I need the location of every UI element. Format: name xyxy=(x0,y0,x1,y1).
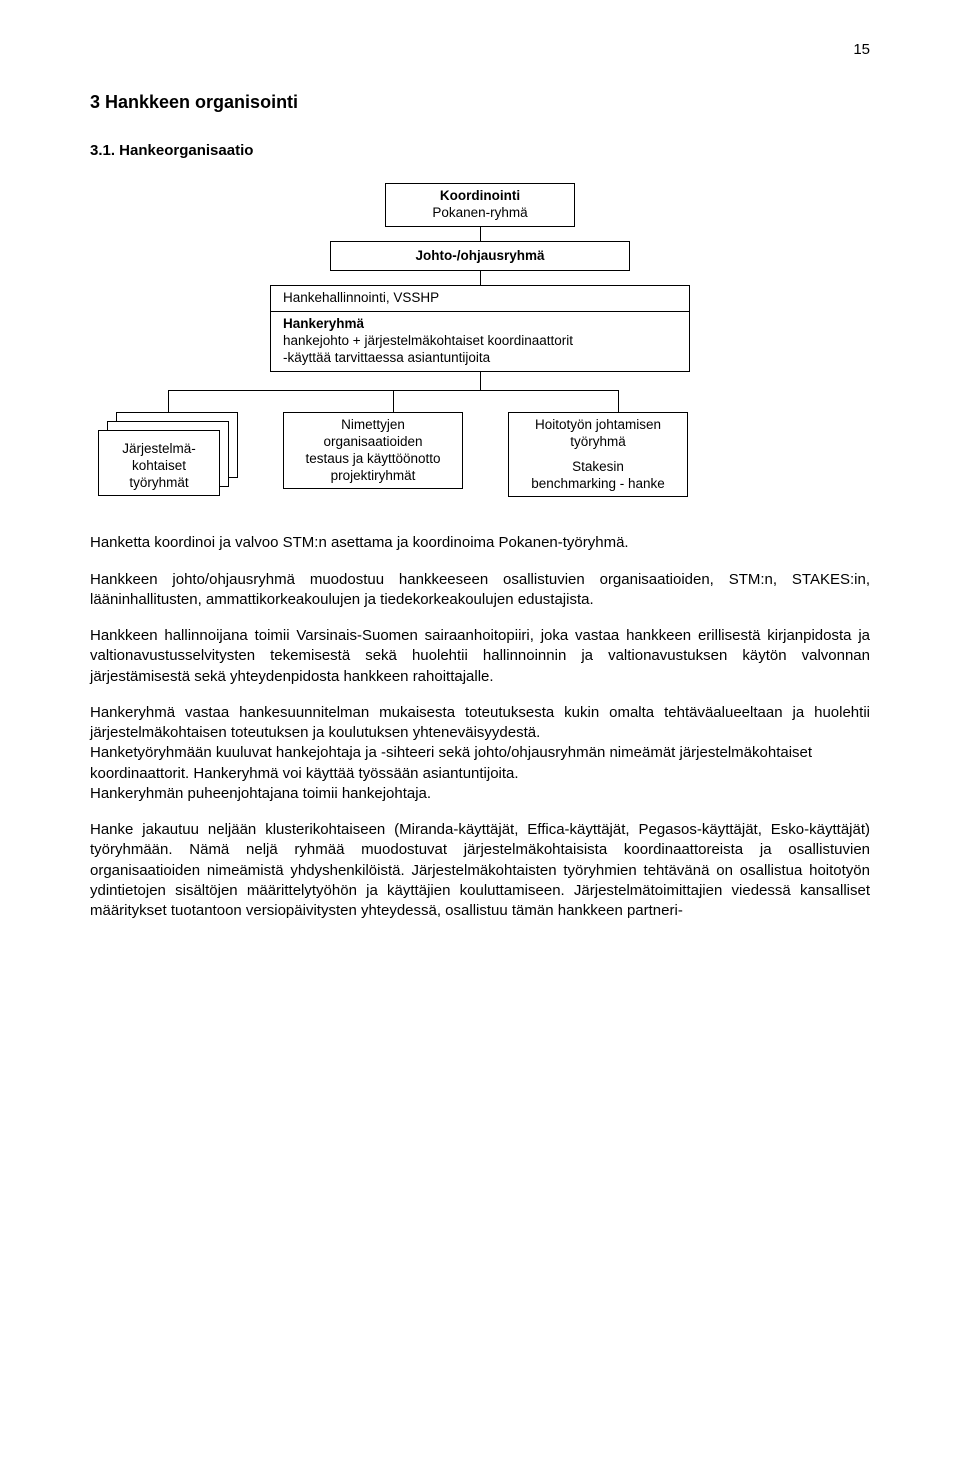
left-l2: kohtaiset xyxy=(105,458,213,475)
heading-main: 3 Hankkeen organisointi xyxy=(90,90,870,114)
box-hankeryhma: Hankeryhmä hankejohto + järjestelmäkohta… xyxy=(270,311,690,372)
para-4b: Hanketyöryhmään kuuluvat hankejohtaja ja… xyxy=(90,743,870,784)
para-2: Hankkeen johto/ohjausryhmä muodostuu han… xyxy=(90,570,870,611)
box-johto: Johto-/ohjausryhmä xyxy=(330,241,630,272)
box-koordinointi: Koordinointi Pokanen-ryhmä xyxy=(385,183,575,227)
box4-title: Hankeryhmä xyxy=(283,316,681,333)
connector xyxy=(480,271,481,285)
connector-hbar xyxy=(98,390,688,412)
mid-l2: organisaatioiden xyxy=(292,434,454,451)
right-l4: benchmarking - hanke xyxy=(517,476,679,493)
box4-line2: -käyttää tarvittaessa asiantuntijoita xyxy=(283,350,681,367)
mid-l3: testaus ja käyttöönotto xyxy=(292,451,454,468)
box-hallinnointi: Hankehallinnointi, VSSHP xyxy=(270,285,690,312)
box1-title: Koordinointi xyxy=(394,188,566,205)
connector xyxy=(480,372,481,390)
para-3: Hankkeen hallinnoijana toimii Varsinais-… xyxy=(90,626,870,687)
para-4a: Hankeryhmä vastaa hankesuunnitelman muka… xyxy=(90,703,870,744)
left-l3: työryhmät xyxy=(105,475,213,492)
box-nimettyjen: Nimettyjen organisaatioiden testaus ja k… xyxy=(283,412,463,490)
para-4c: Hankeryhmän puheenjohtajana toimii hanke… xyxy=(90,784,870,804)
connector xyxy=(480,227,481,241)
para-5: Hanke jakautuu neljään klusterikohtaisee… xyxy=(90,820,870,921)
heading-sub: 3.1. Hankeorganisaatio xyxy=(90,141,870,161)
mid-l4: projektiryhmät xyxy=(292,468,454,485)
right-l2: työryhmä xyxy=(517,434,679,451)
org-diagram: Koordinointi Pokanen-ryhmä Johto-/ohjaus… xyxy=(90,183,870,498)
box4-line1: hankejohto + järjestelmäkohtaiset koordi… xyxy=(283,333,681,350)
right-l1: Hoitotyön johtamisen xyxy=(517,417,679,434)
bottom-row: Järjestelmä- kohtaiset työryhmät Nimetty… xyxy=(98,412,688,498)
left-l1: Järjestelmä- xyxy=(105,441,213,458)
page-number: 15 xyxy=(90,40,870,60)
box-hoitotyo: Hoitotyön johtamisen työryhmä Stakesin b… xyxy=(508,412,688,498)
box1-sub: Pokanen-ryhmä xyxy=(394,205,566,222)
para-1: Hanketta koordinoi ja valvoo STM:n asett… xyxy=(90,533,870,553)
box-jarjestelma-stack: Järjestelmä- kohtaiset työryhmät xyxy=(98,412,238,496)
mid-l1: Nimettyjen xyxy=(292,417,454,434)
box-jarjestelma: Järjestelmä- kohtaiset työryhmät xyxy=(98,430,220,496)
right-l3: Stakesin xyxy=(517,459,679,476)
